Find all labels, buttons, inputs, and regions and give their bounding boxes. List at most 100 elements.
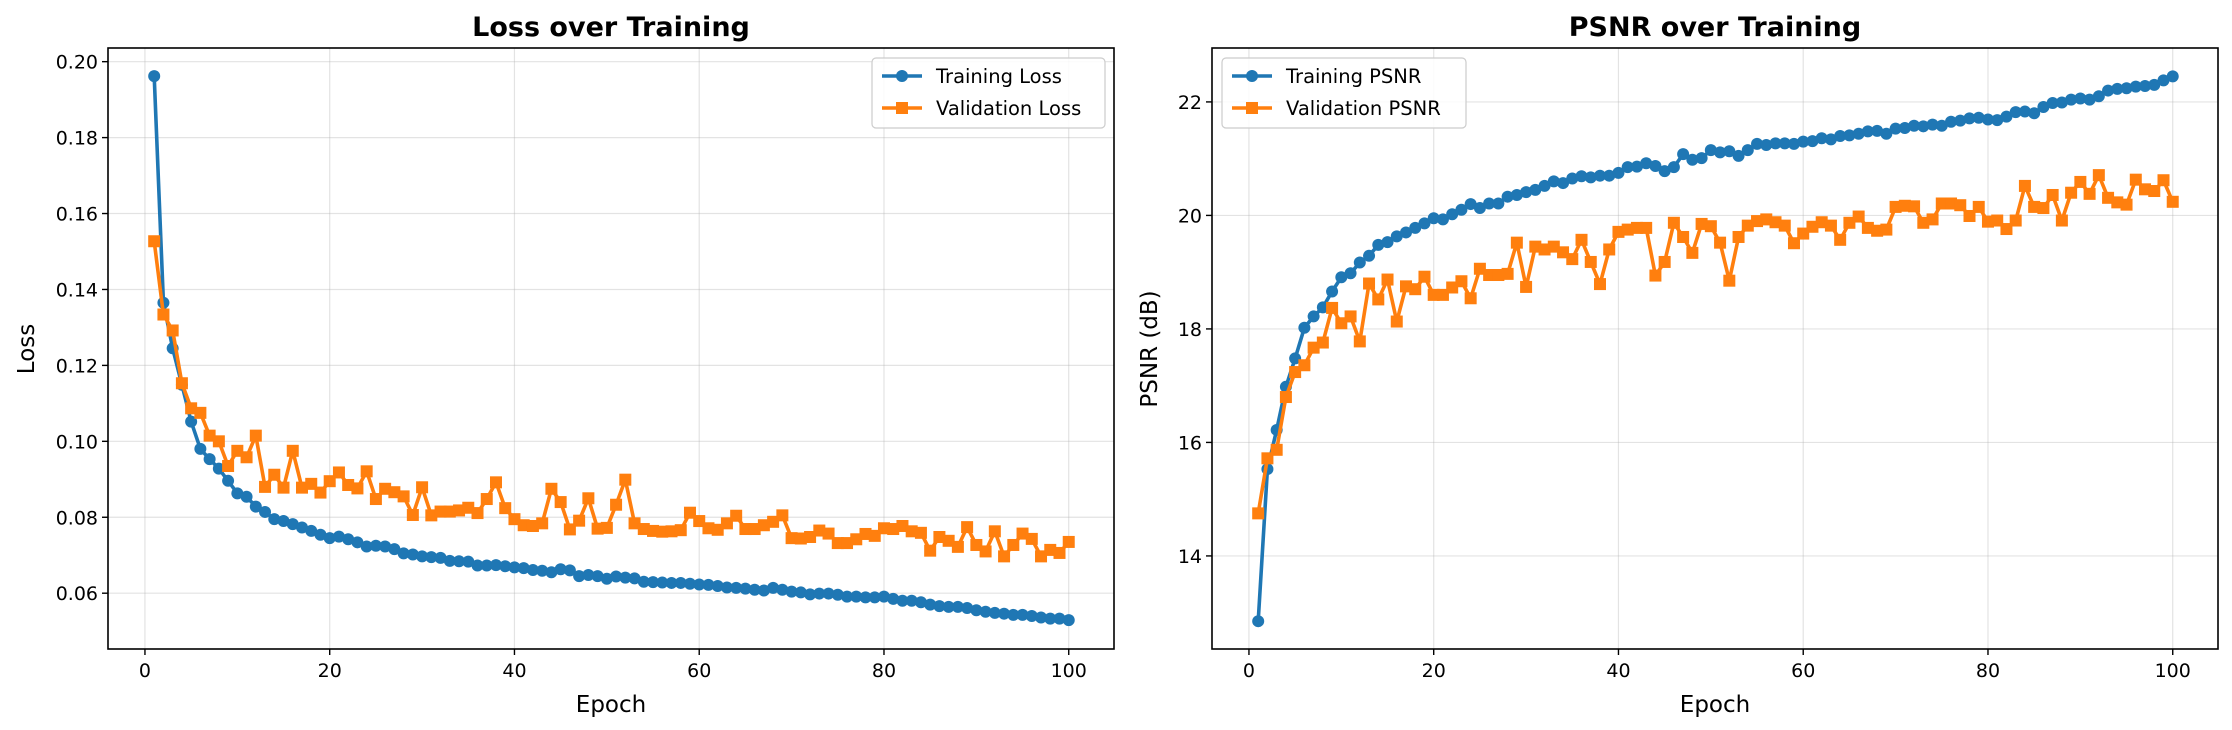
validation-loss-point — [1062, 535, 1075, 548]
training-loss-point — [185, 415, 198, 428]
validation-loss-point — [1053, 546, 1066, 559]
training-psnr-point — [1677, 148, 1690, 161]
series-layer — [148, 70, 1075, 627]
validation-loss-point — [896, 519, 909, 532]
validation-psnr-point — [1787, 237, 1800, 250]
legend-box — [871, 57, 1106, 129]
validation-psnr-point — [2092, 169, 2105, 182]
validation-psnr-point — [1529, 240, 1542, 253]
training-psnr-point — [2111, 82, 2124, 95]
validation-psnr-point — [1834, 233, 1847, 246]
training-psnr-point — [1908, 119, 1921, 132]
validation-psnr-point — [1381, 273, 1394, 286]
validation-psnr-point — [1261, 452, 1274, 465]
training-psnr-point — [1945, 115, 1958, 128]
validation-psnr-point — [1843, 216, 1856, 229]
training-psnr-point — [1436, 213, 1449, 226]
validation-psnr-point — [1326, 301, 1339, 314]
x-tick-label: 20 — [318, 660, 342, 682]
validation-psnr-point — [1898, 199, 1911, 212]
validation-psnr-point — [2139, 183, 2152, 196]
validation-loss-point — [277, 481, 290, 494]
validation-psnr-series — [1252, 169, 2179, 520]
training-psnr-point — [1381, 236, 1394, 249]
training-loss-point — [480, 559, 493, 572]
training-loss-point — [563, 564, 576, 577]
training-psnr-point — [1547, 175, 1560, 188]
training-psnr-point — [1991, 114, 2004, 127]
training-loss-point — [194, 442, 207, 455]
training-loss-point — [314, 528, 327, 541]
training-loss-point — [231, 487, 244, 500]
training-psnr-point — [1954, 114, 1967, 127]
training-psnr-point — [1723, 145, 1736, 158]
x-axis-label: Epoch — [576, 692, 646, 718]
validation-psnr-point — [2111, 196, 2124, 209]
training-psnr-point — [1418, 217, 1431, 230]
training-loss-point — [434, 551, 447, 564]
validation-loss-point — [693, 515, 706, 528]
training-loss-point — [896, 594, 909, 607]
validation-loss-point — [379, 482, 392, 495]
training-loss-point — [203, 453, 216, 466]
training-psnr-point — [2074, 92, 2087, 105]
training-psnr-point — [1557, 177, 1570, 190]
training-psnr-point — [1575, 170, 1588, 183]
training-loss-point — [720, 581, 733, 594]
validation-psnr-point — [1353, 335, 1366, 348]
training-psnr-point — [1612, 166, 1625, 179]
training-loss-point — [813, 587, 826, 600]
training-loss-point — [295, 521, 308, 534]
y-axis-label: PSNR (dB) — [1137, 290, 1163, 407]
legend-item-validation-psnr: Validation PSNR — [1232, 97, 1441, 120]
training-psnr-point — [2055, 96, 2068, 109]
validation-loss-point — [868, 529, 881, 542]
training-loss-point — [748, 583, 761, 596]
validation-loss-point — [166, 324, 179, 337]
training-loss-point — [656, 576, 669, 589]
training-loss-point — [332, 530, 345, 543]
training-loss-point — [508, 561, 521, 574]
y-tick-label: 20 — [1178, 205, 1202, 227]
legend-label: Validation Loss — [936, 97, 1081, 120]
validation-loss-point — [462, 501, 475, 514]
validation-psnr-point — [1547, 240, 1560, 253]
validation-psnr-point — [1399, 280, 1412, 293]
legend-label: Training PSNR — [1285, 65, 1421, 88]
validation-psnr-point — [2028, 200, 2041, 213]
validation-loss-point — [877, 522, 890, 535]
validation-psnr-point — [1981, 215, 1994, 228]
training-loss-point — [351, 536, 364, 549]
validation-loss-point — [573, 514, 586, 527]
validation-loss-point — [850, 533, 863, 546]
y-tick-label: 0.14 — [56, 279, 98, 301]
psnr-chart: PSNR over Training 0 20 40 60 80 100 14 16 18 20 2… — [1137, 12, 2219, 718]
training-psnr-point — [2037, 101, 2050, 114]
validation-loss-point — [610, 498, 623, 511]
validation-loss-point — [425, 509, 438, 522]
training-psnr-point — [1640, 157, 1653, 170]
validation-psnr-point — [1714, 236, 1727, 249]
training-loss-point — [212, 462, 225, 475]
training-psnr-point — [1344, 267, 1357, 280]
legend-label: Training Loss — [935, 65, 1062, 88]
training-loss-point — [591, 570, 604, 583]
validation-psnr-point — [1972, 200, 1985, 213]
validation-loss-point — [683, 506, 696, 519]
validation-loss-point — [757, 519, 770, 532]
validation-loss-point — [979, 545, 992, 558]
validation-loss-point — [480, 493, 493, 506]
y-tick-label: 0.10 — [56, 431, 98, 453]
validation-loss-point — [702, 522, 715, 535]
validation-loss-point — [804, 531, 817, 544]
training-loss-point — [970, 604, 983, 617]
grid — [108, 48, 1114, 649]
validation-psnr-point — [1464, 292, 1477, 305]
validation-loss-point — [563, 523, 576, 536]
validation-psnr-point — [1483, 269, 1496, 282]
validation-loss-point — [831, 537, 844, 550]
validation-psnr-point — [1390, 315, 1403, 328]
validation-loss-point — [240, 451, 253, 464]
validation-loss-point — [212, 435, 225, 448]
x-axis-label: Epoch — [1680, 692, 1750, 718]
